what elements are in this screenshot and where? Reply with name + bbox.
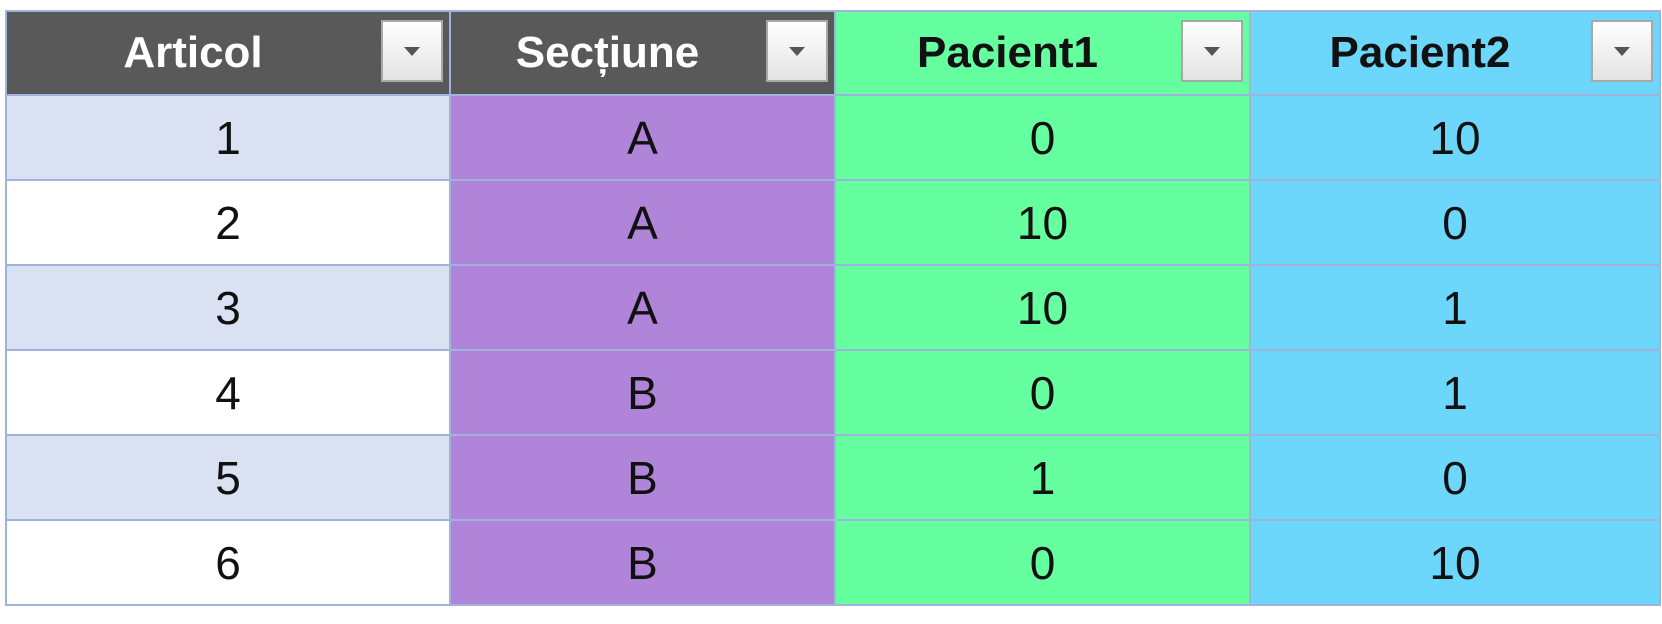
dropdown-arrow <box>1204 47 1220 56</box>
table-cell: 3 <box>5 264 451 351</box>
table-cell: 1 <box>1249 264 1661 351</box>
header-label: Pacient1 <box>917 28 1098 77</box>
header-label: Articol <box>123 28 263 77</box>
table-cell: 0 <box>1249 179 1661 266</box>
table-cell: 1 <box>834 434 1251 521</box>
column-header: Pacient1 <box>834 10 1251 96</box>
table-row: 3 A 10 1 <box>5 264 1661 351</box>
filter-dropdown-button[interactable] <box>1181 20 1243 82</box>
table-cell: A <box>449 179 836 266</box>
header-label: Secțiune <box>515 28 700 77</box>
table-cell: 10 <box>834 264 1251 351</box>
table-cell: 0 <box>1249 434 1661 521</box>
table-cell: 4 <box>5 349 451 436</box>
table-row: 1 A 0 10 <box>5 94 1661 181</box>
header-row: Articol Secțiune Pacient1 Pacient2 <box>5 10 1661 96</box>
table-cell: B <box>449 349 836 436</box>
table-cell: 10 <box>1249 519 1661 606</box>
table-row: 6 B 0 10 <box>5 519 1661 606</box>
filter-dropdown-button[interactable] <box>1591 20 1653 82</box>
dropdown-arrow <box>404 47 420 56</box>
table-body: 1 A 0 10 2 A 10 0 3 A 10 1 4 B 0 1 5 B 1 0 6 B 0 10 <box>5 94 1661 606</box>
column-header: Articol <box>5 10 451 96</box>
table-cell: 5 <box>5 434 451 521</box>
column-header: Secțiune <box>449 10 836 96</box>
data-table: Articol Secțiune Pacient1 Pacient2 1 A 0 10 2 A 1… <box>5 10 1661 606</box>
dropdown-arrow <box>1614 47 1630 56</box>
table-row: 2 A 10 0 <box>5 179 1661 266</box>
table-cell: A <box>449 94 836 181</box>
header-label: Pacient2 <box>1329 28 1511 77</box>
table-cell: 10 <box>834 179 1251 266</box>
table-cell: 0 <box>834 94 1251 181</box>
table-cell: 2 <box>5 179 451 266</box>
table-cell: B <box>449 519 836 606</box>
filter-dropdown-button[interactable] <box>381 20 443 82</box>
table-cell: 10 <box>1249 94 1661 181</box>
table-cell: B <box>449 434 836 521</box>
table-cell: 1 <box>5 94 451 181</box>
column-header: Pacient2 <box>1249 10 1661 96</box>
table-cell: A <box>449 264 836 351</box>
table-cell: 6 <box>5 519 451 606</box>
table-cell: 0 <box>834 519 1251 606</box>
filter-dropdown-button[interactable] <box>766 20 828 82</box>
table-cell: 0 <box>834 349 1251 436</box>
dropdown-arrow <box>789 47 805 56</box>
table-cell: 1 <box>1249 349 1661 436</box>
